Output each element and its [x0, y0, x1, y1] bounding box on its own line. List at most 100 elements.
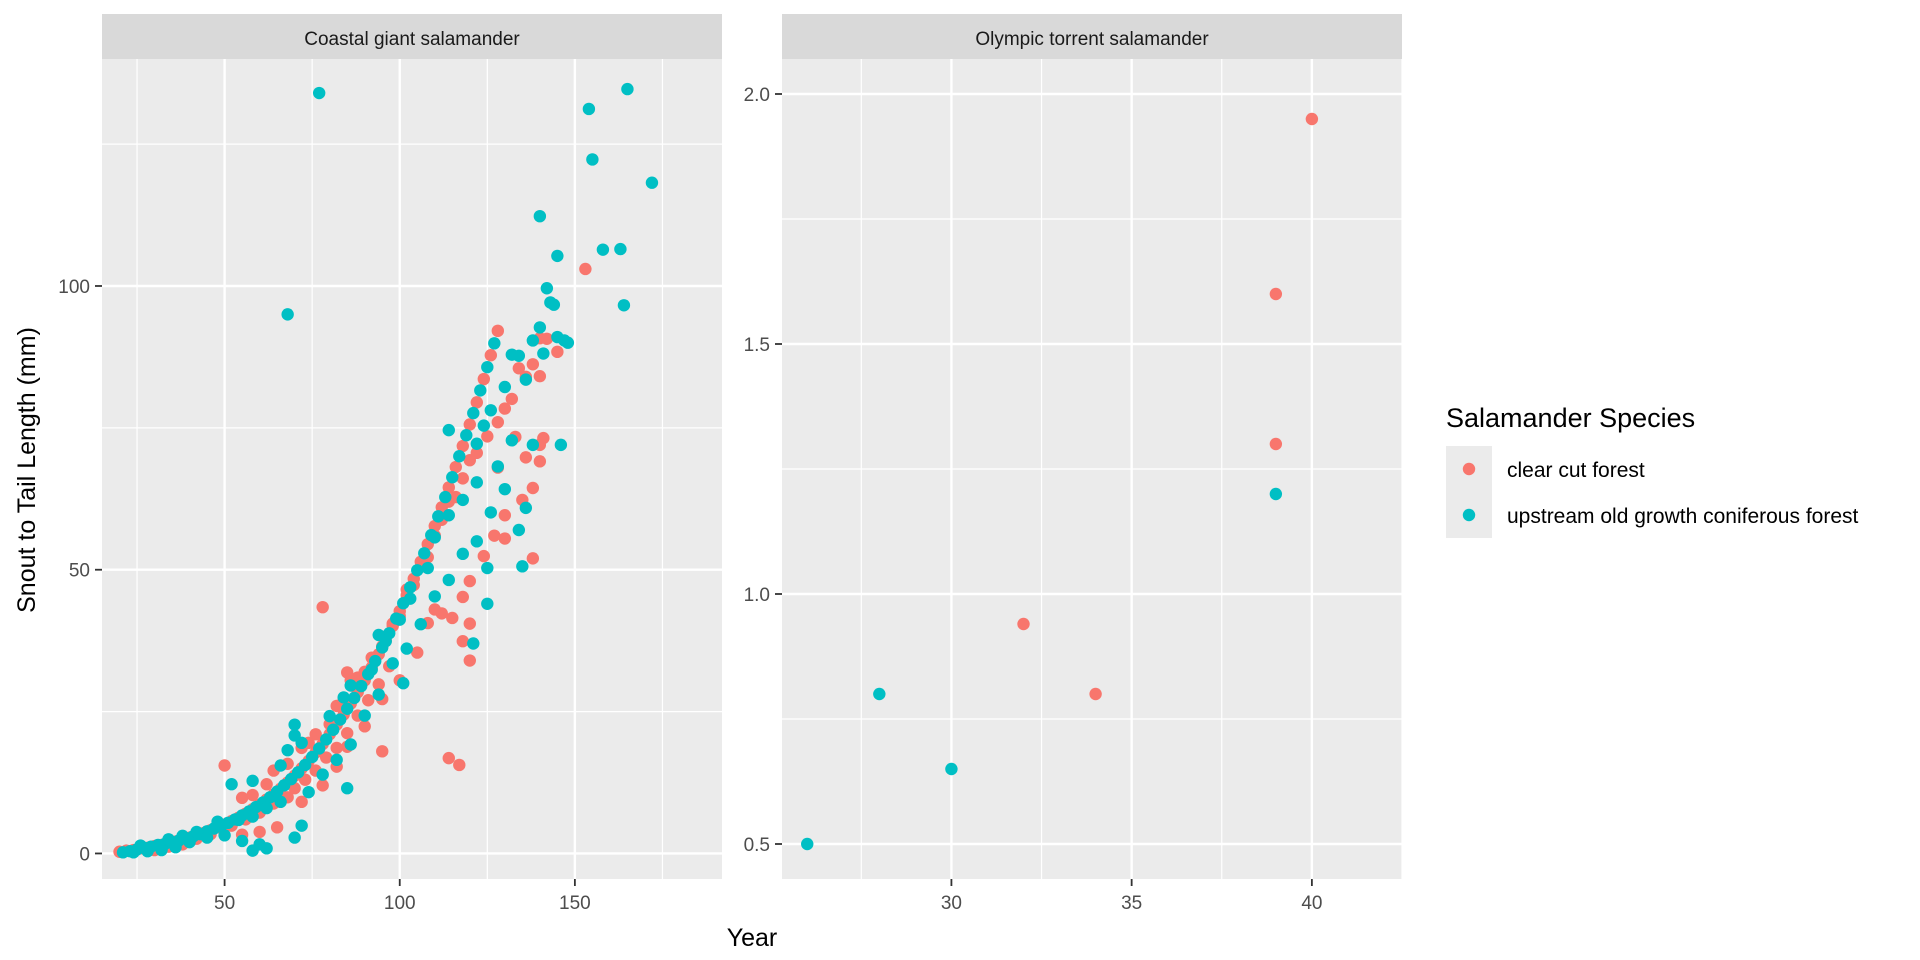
data-point-old-growth [614, 242, 627, 256]
data-point-old-growth [1269, 487, 1283, 501]
x-tick-label: 40 [1301, 893, 1322, 914]
data-point-old-growth [801, 837, 814, 851]
y-tick-label: 50 [69, 561, 90, 582]
data-point-old-growth [484, 506, 498, 519]
data-point-old-growth [326, 723, 340, 736]
data-point-old-growth [235, 834, 249, 848]
data-point-clear-cut [526, 481, 540, 495]
data-point-old-growth [372, 688, 385, 701]
data-point-clear-cut [579, 262, 592, 276]
data-point-clear-cut [446, 611, 459, 625]
data-point-old-growth [397, 677, 410, 690]
points-coastal-giant [113, 82, 659, 859]
data-point-old-growth [337, 691, 350, 704]
data-point-old-growth [873, 687, 886, 701]
data-point-old-growth [586, 153, 599, 166]
data-point-clear-cut [319, 751, 333, 764]
data-point-clear-cut [484, 349, 498, 362]
data-point-clear-cut [477, 372, 491, 386]
data-point-old-growth [456, 547, 469, 561]
data-point-clear-cut [1269, 437, 1283, 451]
data-point-old-growth [162, 833, 175, 846]
data-point-old-growth [439, 490, 452, 504]
data-point-clear-cut [330, 741, 343, 755]
data-point-old-growth [344, 738, 357, 751]
legend-key-old-growth [1462, 508, 1476, 522]
data-point-old-growth [470, 535, 484, 548]
data-point-old-growth [484, 404, 498, 417]
data-point-old-growth [551, 249, 564, 263]
data-point-clear-cut [526, 358, 540, 371]
data-point-old-growth [474, 384, 487, 397]
data-point-clear-cut [260, 778, 273, 791]
data-point-clear-cut [456, 439, 469, 453]
data-point-old-growth [421, 561, 434, 575]
data-point-old-growth [340, 702, 354, 715]
data-point-old-growth [442, 509, 455, 522]
data-point-old-growth [295, 819, 308, 832]
data-point-old-growth [945, 762, 958, 776]
data-point-old-growth [260, 842, 273, 855]
data-point-old-growth [526, 334, 540, 347]
data-point-old-growth [645, 176, 659, 189]
data-point-clear-cut [246, 788, 259, 802]
data-point-old-growth [477, 419, 491, 432]
data-point-clear-cut [463, 617, 476, 630]
data-point-clear-cut [411, 646, 424, 659]
data-point-clear-cut [372, 678, 385, 691]
data-point-old-growth [281, 308, 294, 321]
data-point-clear-cut [1269, 287, 1283, 301]
data-point-clear-cut [512, 362, 526, 375]
data-point-old-growth [488, 337, 501, 350]
data-point-old-growth [319, 733, 333, 746]
legend-title: Salamander Species [1446, 403, 1695, 433]
data-point-old-growth [400, 642, 413, 655]
y-tick-label: 1.5 [744, 335, 770, 356]
data-point-old-growth [288, 718, 301, 731]
data-point-old-growth [596, 243, 610, 256]
data-point-old-growth [246, 774, 259, 788]
data-point-old-growth [470, 437, 484, 450]
data-point-old-growth [274, 795, 287, 809]
y-tick-label: 100 [58, 277, 90, 298]
data-point-clear-cut [498, 509, 512, 522]
data-point-clear-cut [488, 529, 501, 542]
data-point-clear-cut [456, 472, 469, 485]
data-point-clear-cut [533, 455, 547, 468]
data-point-clear-cut [218, 759, 231, 772]
data-point-old-growth [442, 423, 455, 437]
grid-olympic-torrent [782, 59, 1403, 879]
data-point-old-growth [312, 742, 326, 755]
data-point-old-growth [561, 336, 575, 349]
data-point-old-growth [481, 360, 494, 374]
data-point-old-growth [537, 347, 550, 360]
data-point-old-growth [232, 813, 245, 827]
data-point-old-growth [344, 679, 357, 692]
data-point-old-growth [481, 597, 494, 610]
data-point-old-growth [519, 501, 533, 515]
data-point-old-growth [428, 590, 441, 603]
x-tick-label: 150 [559, 893, 591, 914]
data-point-old-growth [442, 573, 455, 587]
data-point-clear-cut [442, 751, 455, 765]
y-tick-label: 0.5 [744, 835, 770, 856]
data-point-old-growth [393, 613, 406, 626]
data-point-old-growth [358, 709, 371, 722]
data-point-old-growth [467, 406, 480, 420]
data-point-old-growth [312, 86, 326, 100]
x-tick-label: 100 [384, 893, 416, 914]
data-point-old-growth [260, 801, 273, 815]
data-point-clear-cut [453, 758, 466, 772]
data-point-old-growth [481, 561, 494, 575]
data-point-old-growth [505, 434, 519, 447]
y-ticks-olympic-torrent: 0.5 1.0 1.5 2.0 [744, 85, 782, 856]
data-point-clear-cut [463, 654, 476, 667]
data-point-clear-cut [449, 460, 462, 474]
y-ticks-coastal-giant: 0 50 100 [58, 277, 102, 865]
data-point-clear-cut [1089, 687, 1102, 701]
data-point-old-growth [305, 750, 319, 764]
data-point-old-growth [617, 299, 631, 312]
data-point-clear-cut [235, 791, 249, 805]
data-point-old-growth [470, 476, 484, 489]
